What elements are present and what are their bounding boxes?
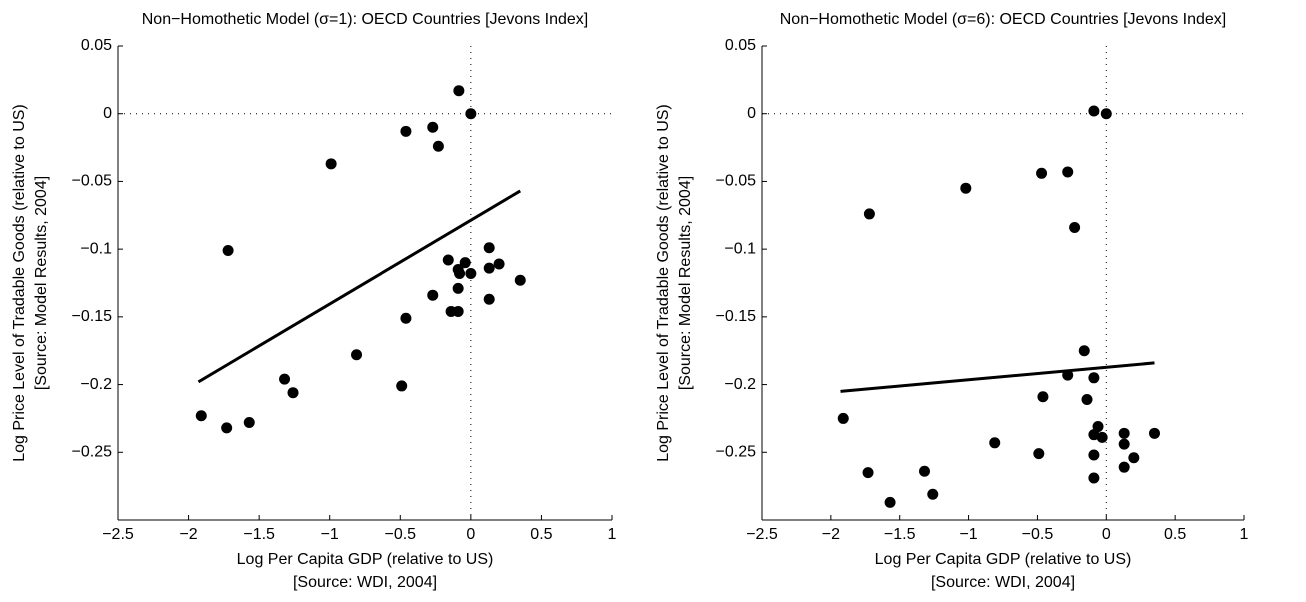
x-axis-label: [Source: WDI, 2004] (293, 574, 437, 591)
point (1096, 431, 1108, 443)
point (396, 380, 408, 392)
x-axis-label: Log Per Capita GDP (relative to US) (875, 551, 1132, 568)
x-tick-label: 0.5 (1164, 526, 1186, 543)
point (243, 416, 255, 428)
y-tick-label: −0.2 (724, 376, 756, 393)
x-tick-label: 1 (608, 526, 617, 543)
point (465, 268, 477, 280)
chart-title: Non−Homothetic Model (σ=1): OECD Countri… (142, 11, 589, 28)
point (989, 437, 1001, 449)
point (1088, 105, 1100, 117)
x-tick-label: −2 (179, 526, 197, 543)
point (454, 268, 466, 280)
x-tick-label: −1.5 (884, 526, 916, 543)
point (195, 410, 207, 422)
y-axis-label: Log Price Level of Tradable Goods (relat… (655, 104, 672, 462)
x-tick-label: 0 (1102, 526, 1111, 543)
x-axis-label: Log Per Capita GDP (relative to US) (237, 551, 494, 568)
point (222, 244, 234, 256)
y-tick-label: −0.05 (716, 173, 757, 190)
fit-line (840, 361, 1155, 393)
point (1118, 461, 1130, 473)
point (1128, 452, 1140, 464)
point (453, 85, 465, 97)
point (1088, 429, 1100, 441)
y-tick-label: −0.2 (80, 376, 112, 393)
y-tick-label: 0 (747, 105, 756, 122)
point (927, 488, 939, 500)
fit-line (197, 189, 522, 384)
x-tick-label: −0.5 (384, 526, 416, 543)
point (427, 121, 439, 133)
y-tick-label: 0 (103, 105, 112, 122)
point (960, 182, 972, 194)
point (483, 293, 495, 305)
point (1069, 221, 1081, 233)
point (862, 467, 874, 479)
point (351, 349, 363, 361)
y-tick-label: 0.05 (725, 37, 756, 54)
point (514, 274, 526, 286)
point (1118, 427, 1130, 439)
point (1088, 449, 1100, 461)
x-tick-label: 0.5 (530, 526, 552, 543)
y-axis-label: [Source: Model Results, 2004] (33, 176, 50, 390)
point (1037, 391, 1049, 403)
point (1088, 372, 1100, 384)
x-tick-label: −0.5 (1022, 526, 1054, 543)
point (442, 254, 454, 266)
point (1062, 369, 1074, 381)
point (1088, 472, 1100, 484)
y-tick-label: −0.05 (72, 173, 113, 190)
point (452, 282, 464, 294)
point (325, 158, 337, 170)
point (837, 412, 849, 424)
x-tick-label: −2 (822, 526, 840, 543)
point (1062, 166, 1074, 178)
point (1033, 448, 1045, 460)
point (459, 257, 471, 269)
point (452, 305, 464, 317)
y-axis-label: [Source: Model Results, 2004] (677, 176, 694, 390)
point (427, 289, 439, 301)
y-tick-label: −0.15 (72, 308, 113, 325)
point (1036, 167, 1048, 179)
point (400, 125, 412, 137)
y-axis-label: Log Price Level of Tradable Goods (relat… (11, 104, 28, 462)
point (1078, 345, 1090, 357)
y-tick-label: −0.25 (716, 444, 757, 461)
point (1100, 108, 1112, 120)
y-tick-label: −0.1 (80, 240, 112, 257)
point (863, 208, 875, 220)
point (1092, 421, 1104, 433)
point (221, 422, 233, 434)
point (1118, 438, 1130, 450)
y-tick-label: −0.1 (724, 240, 756, 257)
point (483, 262, 495, 274)
x-tick-label: −2.5 (746, 526, 778, 543)
x-axis-label: [Source: WDI, 2004] (931, 574, 1075, 591)
point (483, 242, 495, 254)
x-tick-label: 0 (466, 526, 475, 543)
point (287, 387, 299, 399)
x-tick-label: −2.5 (102, 526, 134, 543)
x-tick-label: −1 (959, 526, 977, 543)
point (279, 373, 291, 385)
point (1081, 393, 1093, 405)
x-tick-label: −1.5 (243, 526, 275, 543)
point (1148, 427, 1160, 439)
point (432, 140, 444, 152)
point (919, 465, 931, 477)
point (400, 312, 412, 324)
y-tick-label: 0.05 (81, 37, 112, 54)
point (465, 108, 477, 120)
y-tick-label: −0.15 (716, 308, 757, 325)
chart-title: Non−Homothetic Model (σ=6): OECD Countri… (780, 11, 1227, 28)
point (884, 496, 896, 508)
y-tick-label: −0.25 (72, 444, 113, 461)
x-tick-label: −1 (321, 526, 339, 543)
point (493, 258, 505, 270)
x-tick-label: 1 (1240, 526, 1249, 543)
